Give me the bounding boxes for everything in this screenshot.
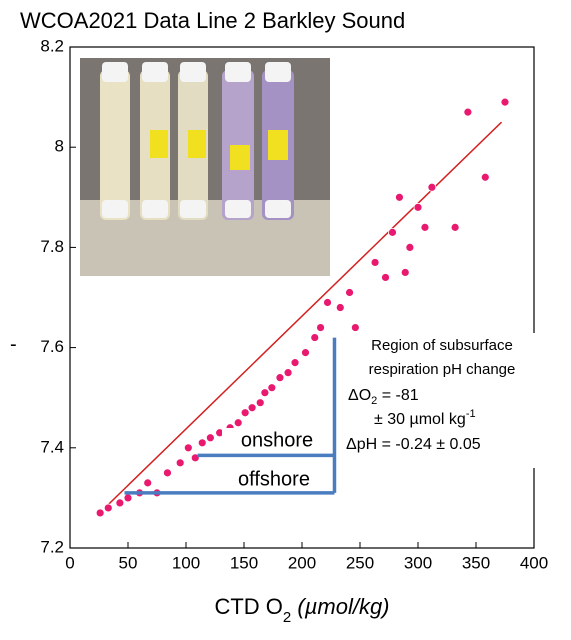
x-tick-label: 200 [288, 553, 316, 572]
point [323, 298, 332, 307]
x-tick-label: 300 [404, 553, 432, 572]
point [350, 323, 360, 332]
x-tick-label: 350 [462, 553, 490, 572]
guide-label: offshore [238, 468, 310, 490]
point [345, 288, 354, 297]
point [427, 182, 437, 192]
point [143, 478, 153, 488]
label-bg [210, 468, 332, 490]
point [310, 333, 320, 342]
x-tick-label: 50 [119, 553, 138, 572]
point [301, 348, 310, 358]
point [247, 403, 257, 413]
point [115, 498, 125, 508]
point [450, 222, 460, 232]
note-text: = -81 [377, 387, 418, 404]
point [197, 438, 207, 448]
note-text: ± 30 µmol kg-1 [374, 408, 476, 428]
y-tick-label: 8 [55, 137, 64, 156]
note-bg [340, 333, 545, 468]
point [316, 323, 325, 332]
x-tick-label: 250 [346, 553, 374, 572]
point [233, 418, 243, 428]
point [381, 273, 390, 282]
y-tick-label: 7.4 [40, 437, 64, 456]
point [370, 258, 380, 267]
note-text: respiration pH change [369, 361, 516, 378]
point [500, 97, 510, 107]
point [290, 358, 300, 368]
point [413, 202, 423, 212]
x-axis-label: CTD O2 (µmol/kg) [214, 594, 389, 626]
inset-photo [80, 58, 330, 276]
point [420, 222, 430, 232]
x-tick-label: 150 [230, 553, 258, 572]
point [123, 493, 133, 503]
point [175, 458, 185, 468]
point [190, 453, 200, 463]
point [255, 398, 265, 408]
note-text: ΔO [348, 387, 371, 404]
note-text: ΔO2 = -81 [348, 387, 419, 407]
x-tick-label: 0 [65, 553, 74, 572]
note-sup: -1 [466, 408, 476, 420]
point [463, 107, 473, 117]
x-tick-label: 400 [520, 553, 548, 572]
y-tick-label: 7.8 [40, 237, 64, 256]
chart-title: WCOA2021 Data Line 2 Barkley Sound [20, 8, 405, 33]
axis-fragment: - [10, 333, 17, 355]
x-label-rest: (µmol/kg) [291, 594, 389, 619]
point [267, 383, 277, 393]
note-text: ± 30 µmol kg [374, 411, 466, 428]
point [400, 268, 410, 277]
point [275, 373, 285, 383]
point [388, 227, 397, 237]
point [163, 468, 172, 478]
point [395, 192, 404, 202]
point [260, 388, 270, 398]
x-tick-label: 100 [172, 553, 200, 572]
guide-label: onshore [241, 429, 313, 451]
point [480, 172, 490, 182]
label-bg [222, 428, 332, 452]
point [283, 368, 293, 378]
point [183, 443, 193, 453]
point [103, 503, 113, 513]
x-label-text: CTD O [214, 594, 282, 619]
note-text: ΔpH = -0.24 ± 0.05 [346, 436, 481, 453]
y-tick-label: 7.2 [40, 537, 64, 556]
y-tick-label: 7.6 [40, 337, 64, 356]
note-sub: 2 [371, 395, 377, 407]
x-label-sub: 2 [283, 609, 291, 626]
note-text: Region of subsurface [371, 337, 513, 354]
point [95, 508, 105, 518]
point [205, 433, 215, 443]
point [405, 242, 415, 252]
point [240, 408, 250, 418]
y-tick-label: 8.2 [40, 36, 64, 55]
point [335, 303, 345, 312]
